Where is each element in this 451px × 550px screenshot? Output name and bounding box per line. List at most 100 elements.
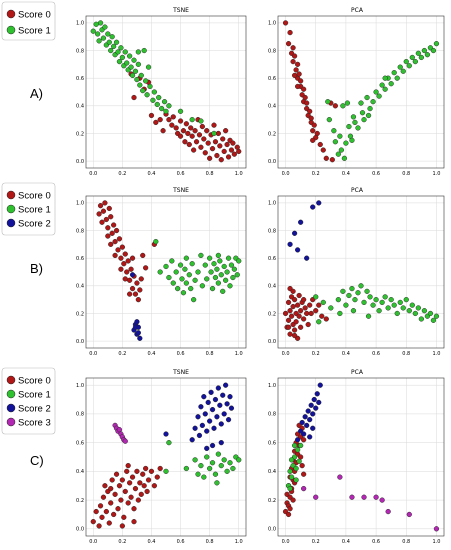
data-point — [137, 480, 143, 486]
panel-a-pca-title: PCA — [351, 7, 364, 14]
legend-a-label-score1: Score 1 — [18, 26, 51, 37]
data-point — [119, 477, 125, 483]
data-point — [135, 61, 141, 67]
series-score-0 — [90, 462, 163, 529]
data-point — [310, 204, 316, 210]
data-point — [332, 103, 338, 109]
data-point — [217, 402, 223, 408]
data-point — [96, 523, 102, 529]
data-point — [96, 211, 102, 217]
data-point — [177, 262, 184, 268]
data-point — [325, 99, 331, 105]
data-point — [310, 137, 316, 143]
data-point — [298, 454, 304, 460]
data-point — [106, 39, 112, 45]
data-point — [209, 460, 216, 466]
data-point — [320, 147, 326, 153]
data-point — [337, 310, 343, 317]
data-point — [382, 294, 388, 300]
data-point — [287, 485, 293, 492]
x-tick-label: 0.8 — [206, 351, 214, 357]
data-point — [335, 151, 341, 157]
series-score-1 — [163, 440, 242, 486]
data-point — [373, 297, 379, 303]
x-tick-label: 0.2 — [118, 171, 126, 177]
data-point — [305, 321, 311, 328]
data-point — [214, 480, 220, 486]
data-point — [189, 261, 195, 267]
data-point — [100, 494, 107, 500]
data-point — [293, 319, 299, 325]
data-point — [163, 108, 169, 114]
data-point — [385, 305, 391, 311]
panel-a-tsne-title: TSNE — [172, 7, 189, 14]
data-point — [361, 494, 367, 500]
data-point — [122, 276, 128, 282]
data-point — [224, 269, 230, 275]
data-point — [209, 406, 216, 413]
x-tick-label: 0.4 — [342, 171, 350, 177]
data-point — [134, 76, 140, 83]
data-point — [221, 411, 227, 417]
data-point — [359, 110, 366, 116]
data-point — [230, 274, 236, 281]
data-point — [188, 125, 194, 131]
data-point — [225, 154, 232, 160]
data-point — [198, 118, 204, 124]
data-point — [367, 105, 373, 112]
data-point — [102, 200, 108, 206]
data-point — [99, 219, 105, 225]
data-point — [361, 117, 367, 123]
x-tick-label: 0.0 — [282, 171, 290, 177]
data-point — [211, 122, 217, 128]
data-point — [199, 123, 205, 130]
data-point — [147, 83, 153, 90]
x-tick-label: 0.0 — [282, 539, 290, 545]
data-point — [217, 258, 223, 264]
data-point — [214, 266, 220, 272]
data-point — [346, 123, 352, 130]
data-point — [298, 442, 304, 449]
data-point — [331, 128, 337, 134]
data-point — [220, 392, 226, 398]
data-point — [215, 451, 221, 457]
legend-c-label-score1: Score 1 — [18, 390, 51, 401]
data-point — [317, 141, 323, 148]
y-tick-label: 0.6 — [76, 440, 84, 446]
legend-c-label-score0: Score 0 — [18, 376, 51, 387]
data-point — [307, 417, 313, 423]
data-point — [97, 20, 104, 26]
data-point — [129, 474, 136, 480]
data-point — [138, 491, 144, 497]
data-point — [337, 474, 343, 480]
data-point — [186, 272, 192, 278]
data-point — [406, 308, 412, 314]
data-point — [228, 405, 235, 411]
data-point — [358, 283, 364, 289]
data-point — [209, 146, 216, 152]
data-point — [304, 255, 310, 261]
data-point — [195, 269, 201, 275]
data-point — [113, 39, 120, 45]
data-point — [290, 497, 296, 503]
data-point — [196, 132, 203, 138]
data-point — [215, 385, 221, 391]
data-point — [234, 272, 240, 278]
data-point — [118, 255, 124, 261]
data-point — [225, 255, 232, 261]
data-point — [409, 302, 415, 308]
data-point — [207, 155, 213, 161]
data-point — [343, 140, 349, 146]
data-point — [182, 266, 188, 272]
data-point — [108, 241, 114, 247]
data-point — [131, 519, 137, 525]
y-tick-label: 0.2 — [76, 311, 84, 317]
y-tick-label: 0.8 — [76, 228, 84, 234]
data-point — [379, 497, 385, 503]
data-point — [127, 480, 133, 486]
data-point — [163, 431, 169, 437]
data-point — [157, 465, 163, 472]
data-point — [415, 305, 421, 311]
data-point — [180, 128, 187, 134]
data-point — [198, 252, 204, 259]
